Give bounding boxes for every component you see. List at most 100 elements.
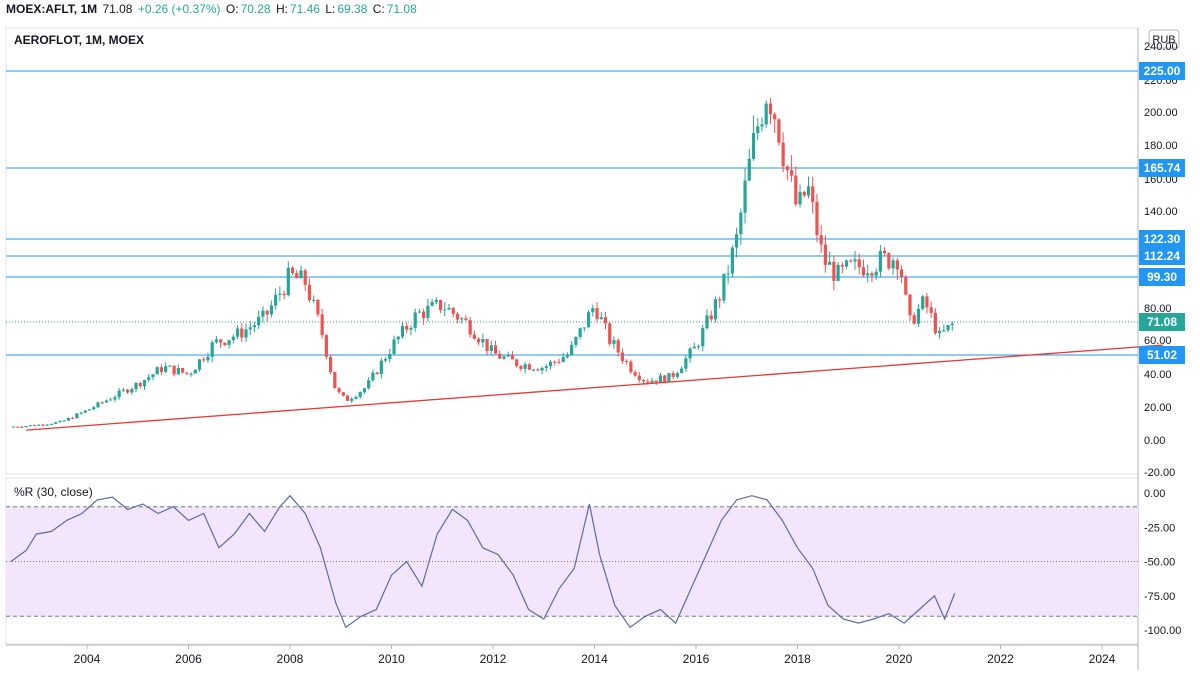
- candle-body: [87, 409, 92, 411]
- candle-body: [688, 348, 692, 359]
- candle-body: [117, 390, 121, 398]
- level-label: 99.30: [1147, 270, 1177, 284]
- candle-body: [468, 320, 472, 335]
- candle-body: [861, 267, 866, 276]
- candle-body: [844, 260, 849, 267]
- wpr-tick-label: -25.00: [1144, 522, 1175, 534]
- candle-body: [71, 417, 75, 419]
- candle-body: [176, 368, 180, 375]
- candle-body: [811, 186, 815, 202]
- candle-body: [426, 305, 430, 319]
- candle-body: [438, 300, 443, 311]
- candle-body: [358, 392, 362, 397]
- wpr-tick-label: -75.00: [1144, 591, 1175, 603]
- close-value: 71.08: [386, 2, 417, 16]
- candle-body: [916, 308, 921, 324]
- candle-body: [789, 170, 794, 176]
- candle-body: [350, 398, 354, 401]
- candle-body: [849, 260, 853, 262]
- price-tick-label: 200.00: [1144, 107, 1178, 119]
- candle-body: [367, 380, 371, 389]
- candle-body: [32, 425, 37, 427]
- candle-body: [671, 373, 675, 377]
- symbol-header: MOEX:AFLT, 1M 71.08 +0.26 (+0.37%) O: 70.…: [6, 2, 419, 20]
- time-tick-label: 2018: [784, 652, 811, 666]
- candle-body: [464, 318, 468, 321]
- candle-body: [126, 389, 130, 393]
- candle-body: [942, 330, 946, 332]
- candle-body: [11, 426, 16, 428]
- wpr-tick-label: -50.00: [1144, 557, 1175, 569]
- wpr-tick-label: 0.00: [1144, 488, 1165, 500]
- candle-body: [929, 307, 933, 313]
- open-label: O:: [225, 2, 239, 16]
- candle-body: [375, 372, 379, 375]
- candle-body: [197, 359, 202, 370]
- price-tick-label: 140.00: [1144, 206, 1178, 218]
- candle-body: [798, 191, 802, 205]
- candle-body: [650, 380, 654, 383]
- candle-body: [777, 119, 781, 143]
- currency-button[interactable]: RUB: [1148, 29, 1180, 49]
- candle-body: [570, 344, 574, 355]
- candle-body: [316, 299, 320, 315]
- last-price: 71.08: [102, 2, 133, 16]
- trendline-layer[interactable]: [26, 344, 1163, 431]
- candle-body: [751, 133, 756, 159]
- candle-body: [887, 253, 891, 269]
- candle-body: [899, 269, 904, 277]
- candle-body: [625, 360, 629, 362]
- time-axis[interactable]: 2004 2006 2008 2010 2012 2014 2016 2018 2020 2022…: [74, 645, 1116, 666]
- candle-body: [159, 367, 164, 372]
- candle-body: [92, 407, 96, 410]
- low-label: L:: [325, 2, 336, 16]
- level-label-box: [1139, 247, 1185, 265]
- level-label: 225.00: [1144, 64, 1181, 78]
- price-tick-label: -20.00: [1144, 467, 1175, 479]
- candle-body: [113, 397, 117, 400]
- candle-body: [138, 382, 142, 387]
- candle-body: [506, 354, 510, 357]
- candle-body: [189, 373, 193, 375]
- candle-body: [451, 307, 455, 314]
- wpr-band-fill: [6, 506, 1138, 617]
- candle-body: [481, 339, 485, 343]
- candle-body: [472, 334, 476, 339]
- price-pane[interactable]: [5, 27, 1139, 475]
- candle-body: [950, 323, 954, 325]
- indicator-axis[interactable]: 0.00 -25.00 -50.00 -75.00 -100.00: [1144, 488, 1181, 637]
- candle-body: [591, 308, 595, 313]
- candle-body: [553, 361, 557, 363]
- candle-body: [223, 342, 227, 345]
- candle-body: [828, 261, 832, 265]
- candle-body: [726, 273, 730, 275]
- candle-body: [641, 379, 646, 382]
- candle-body: [54, 422, 58, 424]
- candle-body: [79, 412, 83, 414]
- candle-body: [485, 339, 489, 351]
- candle-body: [24, 425, 28, 427]
- candle-body: [244, 329, 248, 338]
- symbol-label: MOEX:AFLT, 1M: [6, 2, 98, 16]
- candle-body: [202, 359, 206, 361]
- candle-body: [557, 361, 561, 363]
- candle-body: [49, 423, 54, 425]
- candle-body: [853, 259, 857, 262]
- candle-body: [599, 317, 603, 320]
- time-tick-label: 2016: [683, 652, 710, 666]
- candle-body: [705, 315, 709, 329]
- candle-body: [840, 264, 844, 267]
- candle-body: [739, 212, 743, 235]
- candle-body: [616, 340, 620, 353]
- candle-body: [785, 166, 789, 171]
- time-tick-label: 2004: [74, 652, 101, 666]
- candle-body: [290, 267, 295, 274]
- candle-body: [477, 338, 481, 343]
- candle-body: [773, 114, 777, 120]
- candle-body: [523, 364, 527, 369]
- candle-body: [718, 299, 722, 301]
- candle-body: [434, 300, 438, 303]
- wpr-line-layer: [10, 494, 956, 629]
- level-label: 112.24: [1144, 249, 1180, 263]
